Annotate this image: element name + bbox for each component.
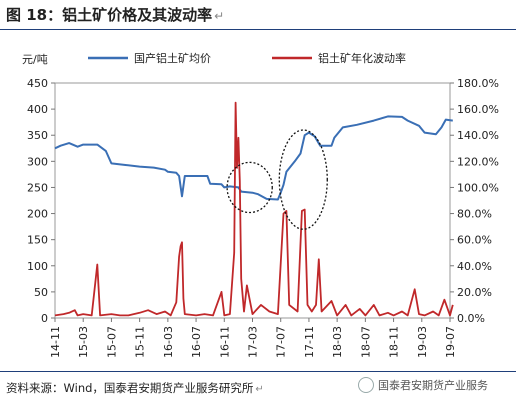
top-rule	[0, 29, 516, 30]
y-left-tick-label: 300	[27, 155, 48, 168]
y-right-tick-label: 60.0%	[457, 234, 492, 247]
x-tick-label: 17-03	[247, 326, 260, 358]
y-left-tick-label: 50	[34, 286, 48, 299]
wechat-badge: 国泰君安期货产业服务	[358, 377, 488, 393]
annotation-ellipse	[278, 129, 328, 230]
y-right-tick-label: 100.0%	[457, 181, 499, 194]
y-left-tick-label: 0	[41, 312, 48, 325]
badge-text: 国泰君安期货产业服务	[378, 379, 488, 392]
legend: 国产铝土矿均价 铝土矿年化波动率	[88, 51, 406, 65]
x-tick-label: 17-11	[303, 326, 316, 358]
x-tick-label: 18-03	[331, 326, 344, 358]
x-tick-label: 16-03	[162, 326, 175, 358]
legend-label-price: 国产铝土矿均价	[134, 51, 211, 65]
y-right-tick-label: 160.0%	[457, 103, 499, 116]
annotation-ellipse	[226, 161, 273, 214]
y-left-tick-label: 250	[27, 181, 48, 194]
x-tick-label: 15-11	[134, 326, 147, 358]
y-left-tick-label: 150	[27, 234, 48, 247]
y-left-tick-label: 100	[27, 260, 48, 273]
y-left-tick-label: 450	[27, 77, 48, 90]
y-right-tick-label: 120.0%	[457, 155, 499, 168]
source-note: 资料来源：Wind，国泰君安期货产业服务研究所 ↵	[6, 380, 264, 396]
y-left-tick-label: 200	[27, 208, 48, 221]
x-tick-label: 15-03	[77, 326, 90, 358]
y-right-tick-label: 180.0%	[457, 77, 499, 90]
y-right-tick-label: 20.0%	[457, 286, 492, 299]
figure-title-text: 图 18：铝土矿价格及其波动率	[6, 6, 213, 24]
y-right-tick-label: 140.0%	[457, 129, 499, 142]
paragraph-mark-icon: ↵	[214, 9, 225, 23]
x-tick-label: 18-11	[388, 326, 401, 358]
plot-area	[54, 82, 451, 319]
x-tick-label: 19-03	[416, 326, 429, 358]
y-left-tick-label: 350	[27, 129, 48, 142]
wechat-logo-icon	[358, 377, 374, 393]
x-tick-label: 15-07	[105, 326, 118, 358]
x-tick-label: 16-07	[190, 326, 203, 358]
legend-label-volatility: 铝土矿年化波动率	[318, 51, 406, 65]
y-axis-left-label: 元/吨	[22, 53, 48, 66]
paragraph-mark-icon: ↵	[255, 384, 264, 395]
y-right-tick-label: 80.0%	[457, 208, 492, 221]
y-right-tick-label: 40.0%	[457, 260, 492, 273]
figure-title: 图 18：铝土矿价格及其波动率 ↵	[6, 4, 224, 25]
x-tick-label: 18-07	[359, 326, 372, 358]
x-tick-label: 19-07	[444, 326, 457, 358]
y-left-tick-label: 400	[27, 103, 48, 116]
bottom-rule	[0, 371, 516, 372]
source-text: 资料来源：Wind，国泰君安期货产业服务研究所	[6, 381, 254, 395]
x-tick-label: 16-11	[218, 326, 231, 358]
x-tick-label: 14-11	[49, 326, 62, 358]
x-tick-label: 17-07	[275, 326, 288, 358]
y-right-tick-label: 0.0%	[457, 312, 485, 325]
series-line-volatility	[54, 101, 454, 317]
series-line-price	[54, 115, 453, 201]
